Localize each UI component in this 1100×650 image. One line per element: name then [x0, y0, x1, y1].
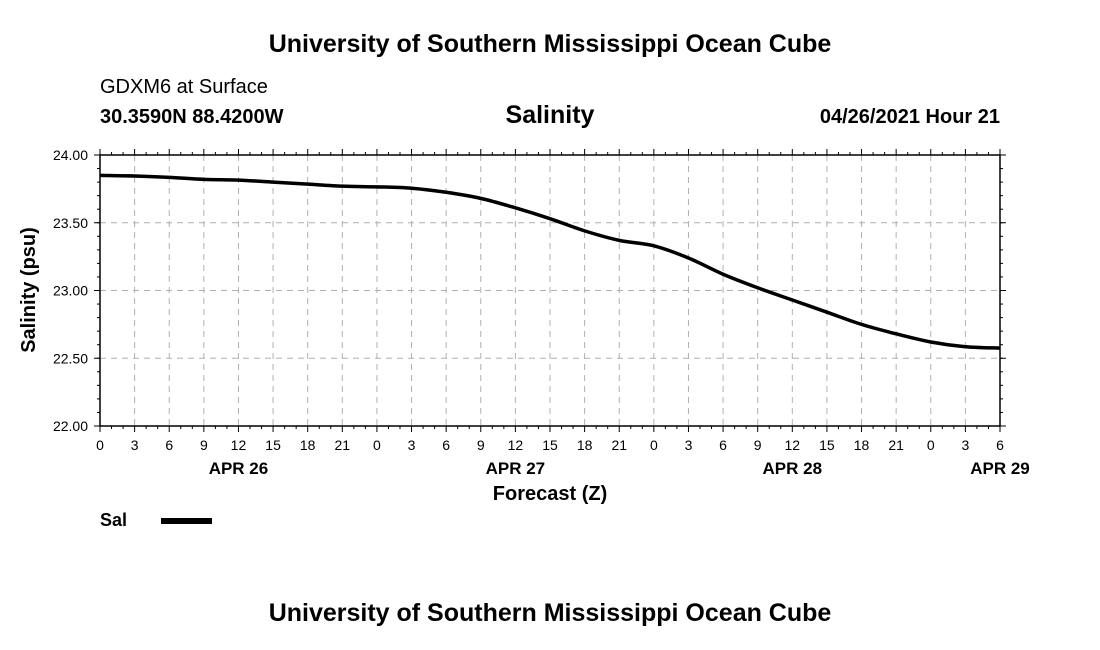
x-tick-label: 6 [996, 437, 1004, 453]
x-tick-label: 12 [231, 437, 247, 453]
data-point [237, 179, 239, 181]
x-tick-label: 9 [477, 437, 485, 453]
x-tick-label: 21 [611, 437, 627, 453]
x-tick-label: 0 [927, 437, 935, 453]
plot-title: Salinity [505, 101, 595, 129]
x-tick-label: 18 [300, 437, 316, 453]
x-tick-label: 21 [335, 437, 351, 453]
x-tick-label: 3 [961, 437, 969, 453]
data-point [930, 341, 932, 343]
data-point [584, 230, 586, 232]
x-tick-label: 12 [785, 437, 801, 453]
y-tick-label: 22.50 [53, 350, 88, 366]
data-point [514, 207, 516, 209]
data-point [168, 176, 170, 178]
data-point [722, 273, 724, 275]
data-point [549, 218, 551, 220]
y-tick-label: 24.00 [53, 147, 88, 163]
station-label: GDXM6 at Surface [100, 76, 268, 98]
data-point [826, 311, 828, 313]
data-point [895, 333, 897, 335]
x-tick-label: 9 [754, 437, 762, 453]
x-day-label: APR 28 [763, 459, 823, 478]
chart-footer-title: University of Southern Mississippi Ocean… [268, 599, 832, 627]
x-tick-label: 3 [408, 437, 416, 453]
x-day-label: APR 29 [970, 459, 1030, 478]
data-point [203, 178, 205, 180]
data-point [341, 185, 343, 187]
data-point [376, 186, 378, 188]
data-point [791, 299, 793, 301]
data-point [757, 287, 759, 289]
x-tick-label: 6 [442, 437, 450, 453]
x-tick-label: 0 [650, 437, 658, 453]
data-point [861, 323, 863, 325]
x-tick-label: 6 [719, 437, 727, 453]
x-axis-label: Forecast (Z) [493, 483, 607, 505]
x-tick-label: 3 [131, 437, 139, 453]
legend-label: Sal [100, 510, 127, 530]
forecast-datetime: 04/26/2021 Hour 21 [819, 106, 1000, 128]
coordinates-label: 30.3590N 88.4200W [100, 106, 284, 128]
chart-header-title: University of Southern Mississippi Ocean… [268, 30, 832, 58]
y-axis-label: Salinity (psu) [18, 227, 40, 353]
x-day-label: APR 26 [209, 459, 269, 478]
x-tick-label: 12 [508, 437, 524, 453]
data-point [272, 181, 274, 183]
x-tick-label: 15 [542, 437, 558, 453]
y-tick-label: 23.00 [53, 283, 88, 299]
data-point [307, 183, 309, 185]
x-tick-label: 0 [96, 437, 104, 453]
x-tick-label: 15 [819, 437, 835, 453]
data-point [445, 191, 447, 193]
x-tick-label: 9 [200, 437, 208, 453]
data-point [964, 346, 966, 348]
y-tick-label: 22.00 [53, 418, 88, 434]
data-point [687, 257, 689, 259]
x-tick-label: 3 [685, 437, 693, 453]
x-tick-label: 15 [265, 437, 281, 453]
y-tick-label: 23.50 [53, 215, 88, 231]
data-point [134, 175, 136, 177]
data-point [411, 187, 413, 189]
x-tick-label: 18 [577, 437, 593, 453]
x-tick-label: 0 [373, 437, 381, 453]
x-tick-label: 6 [165, 437, 173, 453]
x-day-label: APR 27 [486, 459, 546, 478]
data-point [653, 245, 655, 247]
data-point [618, 239, 620, 241]
x-tick-label: 21 [888, 437, 904, 453]
x-tick-label: 18 [854, 437, 870, 453]
data-point [480, 197, 482, 199]
